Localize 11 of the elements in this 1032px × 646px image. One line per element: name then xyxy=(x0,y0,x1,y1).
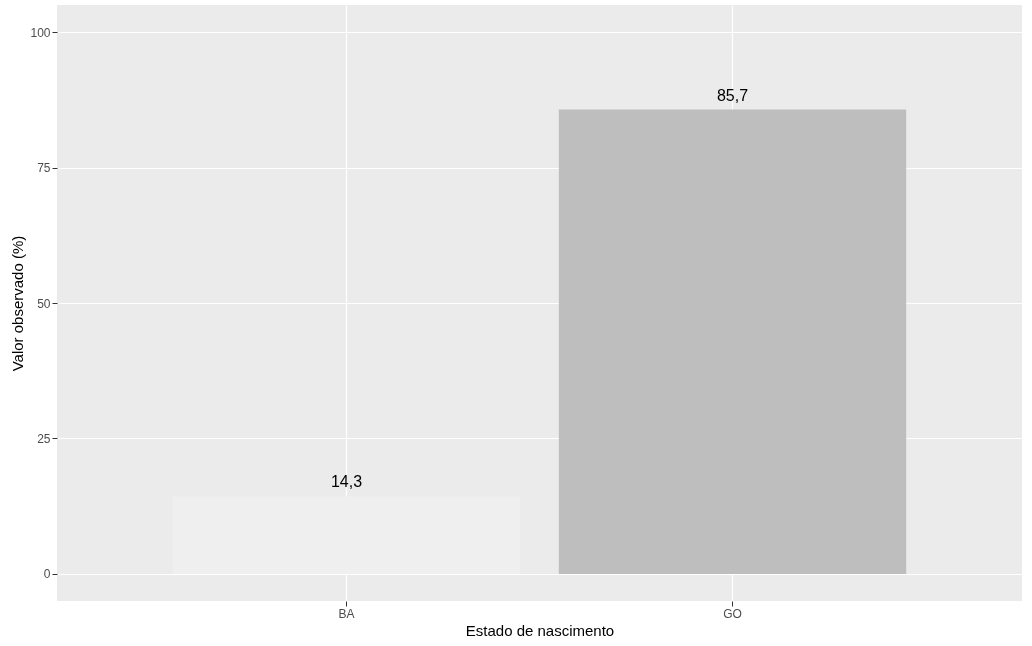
x-axis-title: Estado de nascimento xyxy=(465,621,615,639)
y-tick-label: 100 xyxy=(30,25,51,40)
y-tick-label: 75 xyxy=(37,161,51,176)
y-tick-label: 0 xyxy=(43,567,51,582)
y-tick-label: 50 xyxy=(37,296,51,311)
x-tick-label: GO xyxy=(723,606,742,621)
y-axis-title: Valor observado (%) xyxy=(9,235,27,372)
data-label: 85,7 xyxy=(716,86,749,104)
data-label: 14,3 xyxy=(330,473,363,491)
x-tick-label: BA xyxy=(338,606,355,621)
y-tick-label: 25 xyxy=(37,431,51,446)
